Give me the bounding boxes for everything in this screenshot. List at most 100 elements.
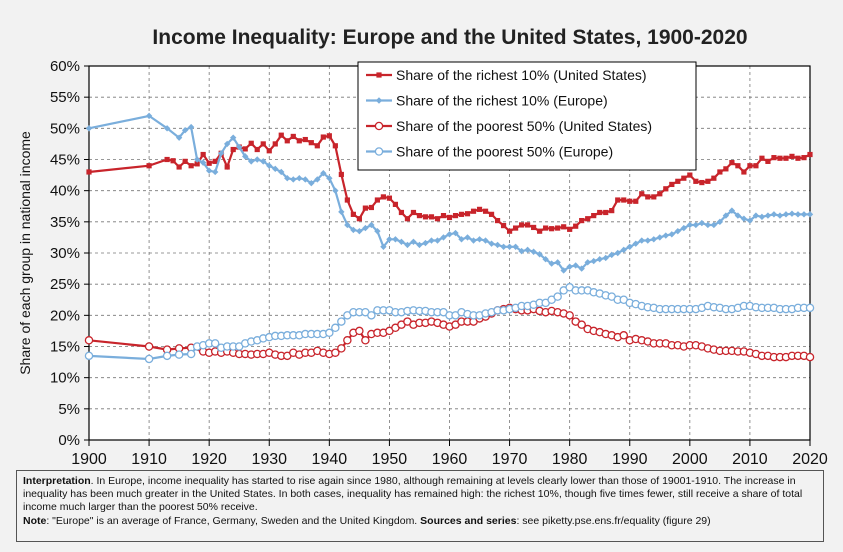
data-point — [355, 326, 364, 336]
data-point — [482, 208, 489, 214]
data-point — [805, 352, 815, 362]
y-tick-label: 60% — [50, 58, 80, 75]
data-point — [337, 344, 346, 353]
data-point — [680, 224, 688, 232]
data-point — [554, 259, 561, 266]
data-point — [416, 213, 423, 219]
data-point — [380, 194, 387, 200]
data-point — [446, 231, 453, 238]
y-tick-label: 40% — [50, 183, 80, 200]
data-point — [410, 209, 417, 216]
sources-text: : see piketty.pse.ens.fr/equality (figur… — [516, 514, 711, 527]
chart-title: Income Inequality: Europe and the United… — [152, 26, 748, 49]
data-point — [278, 132, 284, 138]
data-point — [343, 336, 352, 345]
data-point — [332, 187, 339, 194]
data-point — [542, 256, 549, 263]
data-point — [698, 219, 706, 227]
data-point — [422, 239, 429, 247]
data-point — [566, 263, 573, 270]
data-point — [206, 160, 212, 166]
x-tick-label: 1910 — [131, 451, 167, 468]
legend-entry-label: Share of the richest 10% (Europe) — [396, 93, 608, 109]
data-point — [765, 158, 771, 164]
data-point — [290, 133, 296, 140]
data-point — [704, 221, 712, 229]
data-point — [284, 175, 291, 182]
data-point — [422, 214, 429, 220]
data-point — [777, 155, 783, 161]
data-point — [506, 243, 513, 250]
data-point — [86, 169, 92, 175]
data-point — [380, 243, 387, 250]
data-point — [518, 247, 525, 255]
data-point — [770, 211, 778, 218]
data-point — [362, 205, 368, 211]
data-point — [200, 151, 206, 158]
data-point — [627, 198, 633, 204]
data-point — [692, 221, 700, 229]
data-point — [806, 211, 814, 218]
data-point — [753, 163, 759, 169]
data-point — [434, 237, 441, 244]
data-point — [236, 143, 243, 151]
data-point — [794, 211, 802, 218]
data-point — [230, 134, 237, 141]
data-point — [181, 127, 189, 134]
data-point — [290, 176, 297, 183]
data-point — [260, 141, 266, 147]
data-point — [597, 209, 603, 216]
data-point — [386, 195, 393, 201]
data-point — [585, 216, 591, 222]
data-point — [645, 194, 651, 200]
data-point — [376, 72, 382, 78]
data-point — [217, 150, 225, 157]
data-point — [374, 147, 384, 156]
data-point — [331, 348, 340, 357]
data-point — [440, 213, 447, 219]
data-point — [621, 197, 627, 203]
data-point — [525, 222, 531, 228]
data-point — [506, 228, 513, 234]
data-point — [573, 223, 579, 229]
data-point — [548, 260, 555, 267]
data-point — [519, 222, 525, 228]
data-point — [789, 153, 795, 159]
data-point — [662, 232, 669, 239]
series-0 — [86, 132, 813, 234]
data-point — [699, 179, 705, 186]
data-point — [494, 241, 501, 249]
data-point — [344, 197, 350, 203]
interpretation-label: Interpretation — [23, 475, 91, 487]
data-point — [84, 336, 94, 345]
data-point — [639, 191, 645, 197]
data-point — [651, 194, 657, 200]
data-point — [722, 212, 730, 219]
legend-box — [357, 61, 697, 171]
data-point — [332, 143, 338, 149]
data-point — [537, 228, 543, 234]
data-point — [145, 112, 153, 120]
data-point — [452, 213, 459, 219]
data-point — [170, 158, 176, 164]
data-point — [488, 240, 495, 247]
data-point — [452, 229, 459, 237]
data-point — [596, 256, 603, 263]
data-point — [85, 125, 93, 132]
x-tick-label: 1970 — [492, 451, 528, 468]
y-tick-label: 25% — [50, 276, 80, 293]
data-point — [84, 351, 94, 361]
data-point — [549, 226, 555, 232]
data-point — [278, 168, 285, 176]
data-point — [644, 237, 651, 244]
data-point — [194, 161, 200, 167]
data-point — [350, 226, 357, 234]
data-point — [788, 210, 796, 217]
data-point — [470, 237, 477, 244]
data-point — [187, 123, 195, 131]
series-2 — [84, 303, 815, 362]
data-point — [308, 140, 314, 146]
data-point — [482, 237, 489, 244]
y-tick-label: 10% — [50, 370, 80, 387]
data-point — [609, 208, 615, 214]
